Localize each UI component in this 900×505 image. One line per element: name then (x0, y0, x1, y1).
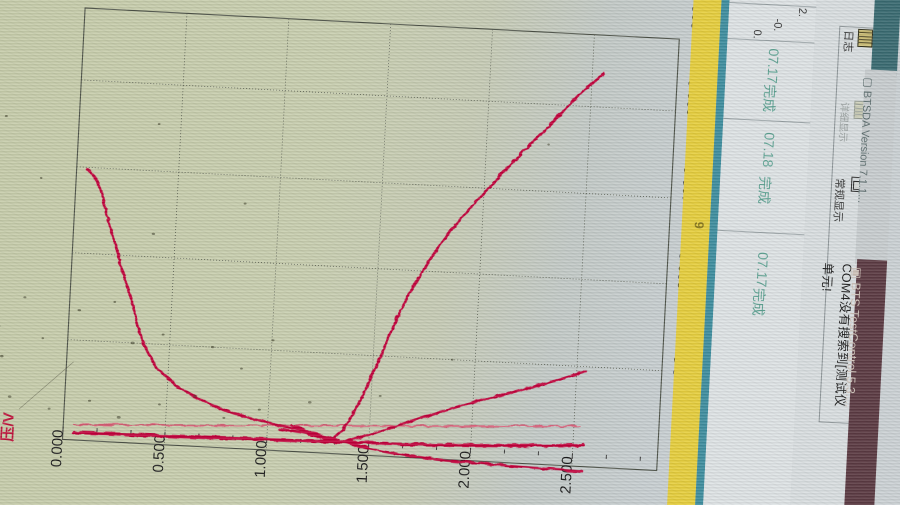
svg-text:0.000: 0.000 (48, 429, 67, 467)
svg-text:压/V: 压/V (0, 412, 18, 442)
svg-text:1.500: 1.500 (354, 445, 373, 483)
svg-text:0.500: 0.500 (150, 435, 169, 473)
svg-text:2.000: 2.000 (455, 451, 474, 489)
svg-text:2.500: 2.500 (557, 456, 576, 494)
svg-text:1.000: 1.000 (252, 440, 271, 478)
